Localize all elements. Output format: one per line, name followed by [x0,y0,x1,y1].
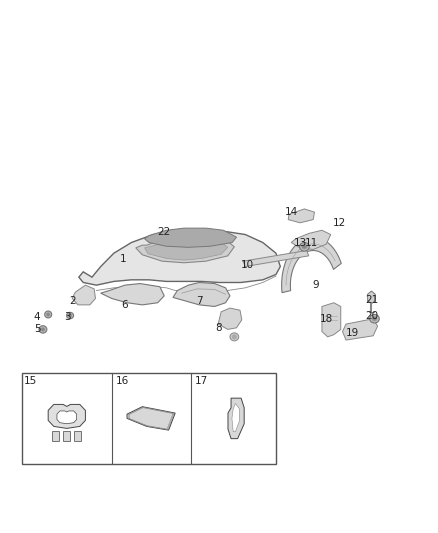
Polygon shape [72,285,95,305]
Ellipse shape [232,335,237,339]
Polygon shape [101,284,164,305]
Ellipse shape [39,326,47,333]
Ellipse shape [370,314,379,323]
Polygon shape [282,237,341,293]
Text: 7: 7 [196,296,203,306]
Text: 19: 19 [346,328,359,338]
Text: 2: 2 [69,296,76,306]
Ellipse shape [68,314,72,317]
Text: 3: 3 [64,312,71,322]
Polygon shape [243,251,309,266]
Text: 22: 22 [158,227,171,237]
Polygon shape [232,403,239,432]
Polygon shape [145,240,228,260]
Text: 17: 17 [195,376,208,386]
Polygon shape [322,303,341,337]
Polygon shape [79,230,280,285]
Text: 8: 8 [215,323,223,333]
Text: 4: 4 [34,312,41,322]
Bar [63,431,70,441]
Text: 1: 1 [119,254,126,263]
Text: 21: 21 [365,295,378,304]
Ellipse shape [230,333,239,341]
Polygon shape [57,411,77,424]
Bar [22,373,276,464]
Ellipse shape [67,312,74,319]
Polygon shape [288,209,314,223]
Polygon shape [127,407,175,430]
Bar [53,431,60,441]
Ellipse shape [372,317,377,321]
Ellipse shape [41,327,45,331]
Text: 5: 5 [34,325,41,334]
Bar [74,431,81,441]
Ellipse shape [302,245,307,249]
Text: 15: 15 [24,376,37,386]
Text: 16: 16 [116,376,129,386]
Polygon shape [343,319,378,340]
Polygon shape [367,291,375,304]
Ellipse shape [46,313,50,316]
Text: 11: 11 [304,238,318,247]
Ellipse shape [45,311,52,318]
Polygon shape [291,230,331,249]
Polygon shape [145,228,237,247]
Polygon shape [136,237,234,263]
Text: 13: 13 [293,238,307,247]
Text: 18: 18 [320,314,333,324]
Text: 10: 10 [241,261,254,270]
Text: 20: 20 [365,311,378,320]
Text: 9: 9 [312,280,319,290]
Polygon shape [173,282,230,306]
Ellipse shape [300,243,309,251]
Polygon shape [218,308,242,329]
Polygon shape [48,405,85,429]
Text: 12: 12 [333,218,346,228]
Polygon shape [228,398,244,439]
Text: 14: 14 [285,207,298,217]
Text: 6: 6 [121,300,128,310]
